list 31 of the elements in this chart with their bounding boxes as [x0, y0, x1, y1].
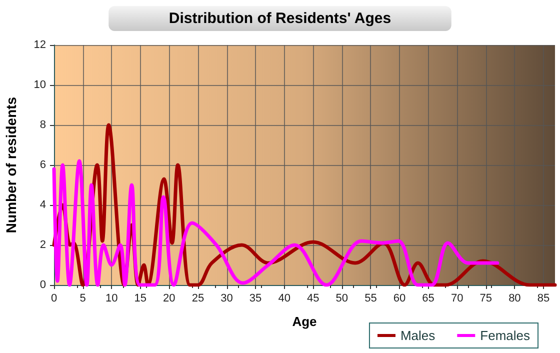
x-tick-label: 5	[80, 292, 86, 304]
y-tick-label: 4	[40, 199, 46, 211]
legend-label: Females	[480, 328, 530, 343]
x-tick-label: 15	[134, 292, 147, 304]
y-tick-label: 2	[40, 239, 46, 251]
x-tick-label: 20	[163, 292, 176, 304]
x-tick-label: 85	[537, 292, 550, 304]
y-tick-label: 10	[34, 79, 46, 91]
x-tick-label: 45	[307, 292, 320, 304]
x-tick-label: 10	[105, 292, 118, 304]
x-tick-label: 50	[336, 292, 348, 304]
line-series	[52, 159, 500, 287]
x-axis-title: Age	[292, 314, 317, 329]
y-tick-label: 8	[40, 119, 46, 131]
x-tick-label: 25	[192, 292, 204, 304]
x-tick-label: 35	[249, 292, 262, 304]
x-tick-label: 75	[480, 292, 492, 304]
x-tick-label: 80	[508, 292, 521, 304]
chart-title: Distribution of Residents' Ages	[168, 10, 392, 27]
x-tick-label: 70	[450, 292, 464, 304]
y-tick-label: 0	[40, 279, 46, 291]
y-axis-title: Number of residents	[3, 96, 19, 234]
y-tick-label: 12	[34, 39, 46, 51]
legend-label: Males	[400, 328, 436, 343]
x-tick-label: 0	[50, 292, 58, 304]
x-tick-label: 55	[364, 292, 377, 304]
x-tick-label: 30	[220, 292, 233, 304]
x-tick-label: 60	[393, 292, 406, 304]
y-tick-label: 6	[40, 159, 46, 171]
x-tick-label: 40	[278, 292, 290, 304]
x-tick-label: 65	[422, 292, 434, 304]
